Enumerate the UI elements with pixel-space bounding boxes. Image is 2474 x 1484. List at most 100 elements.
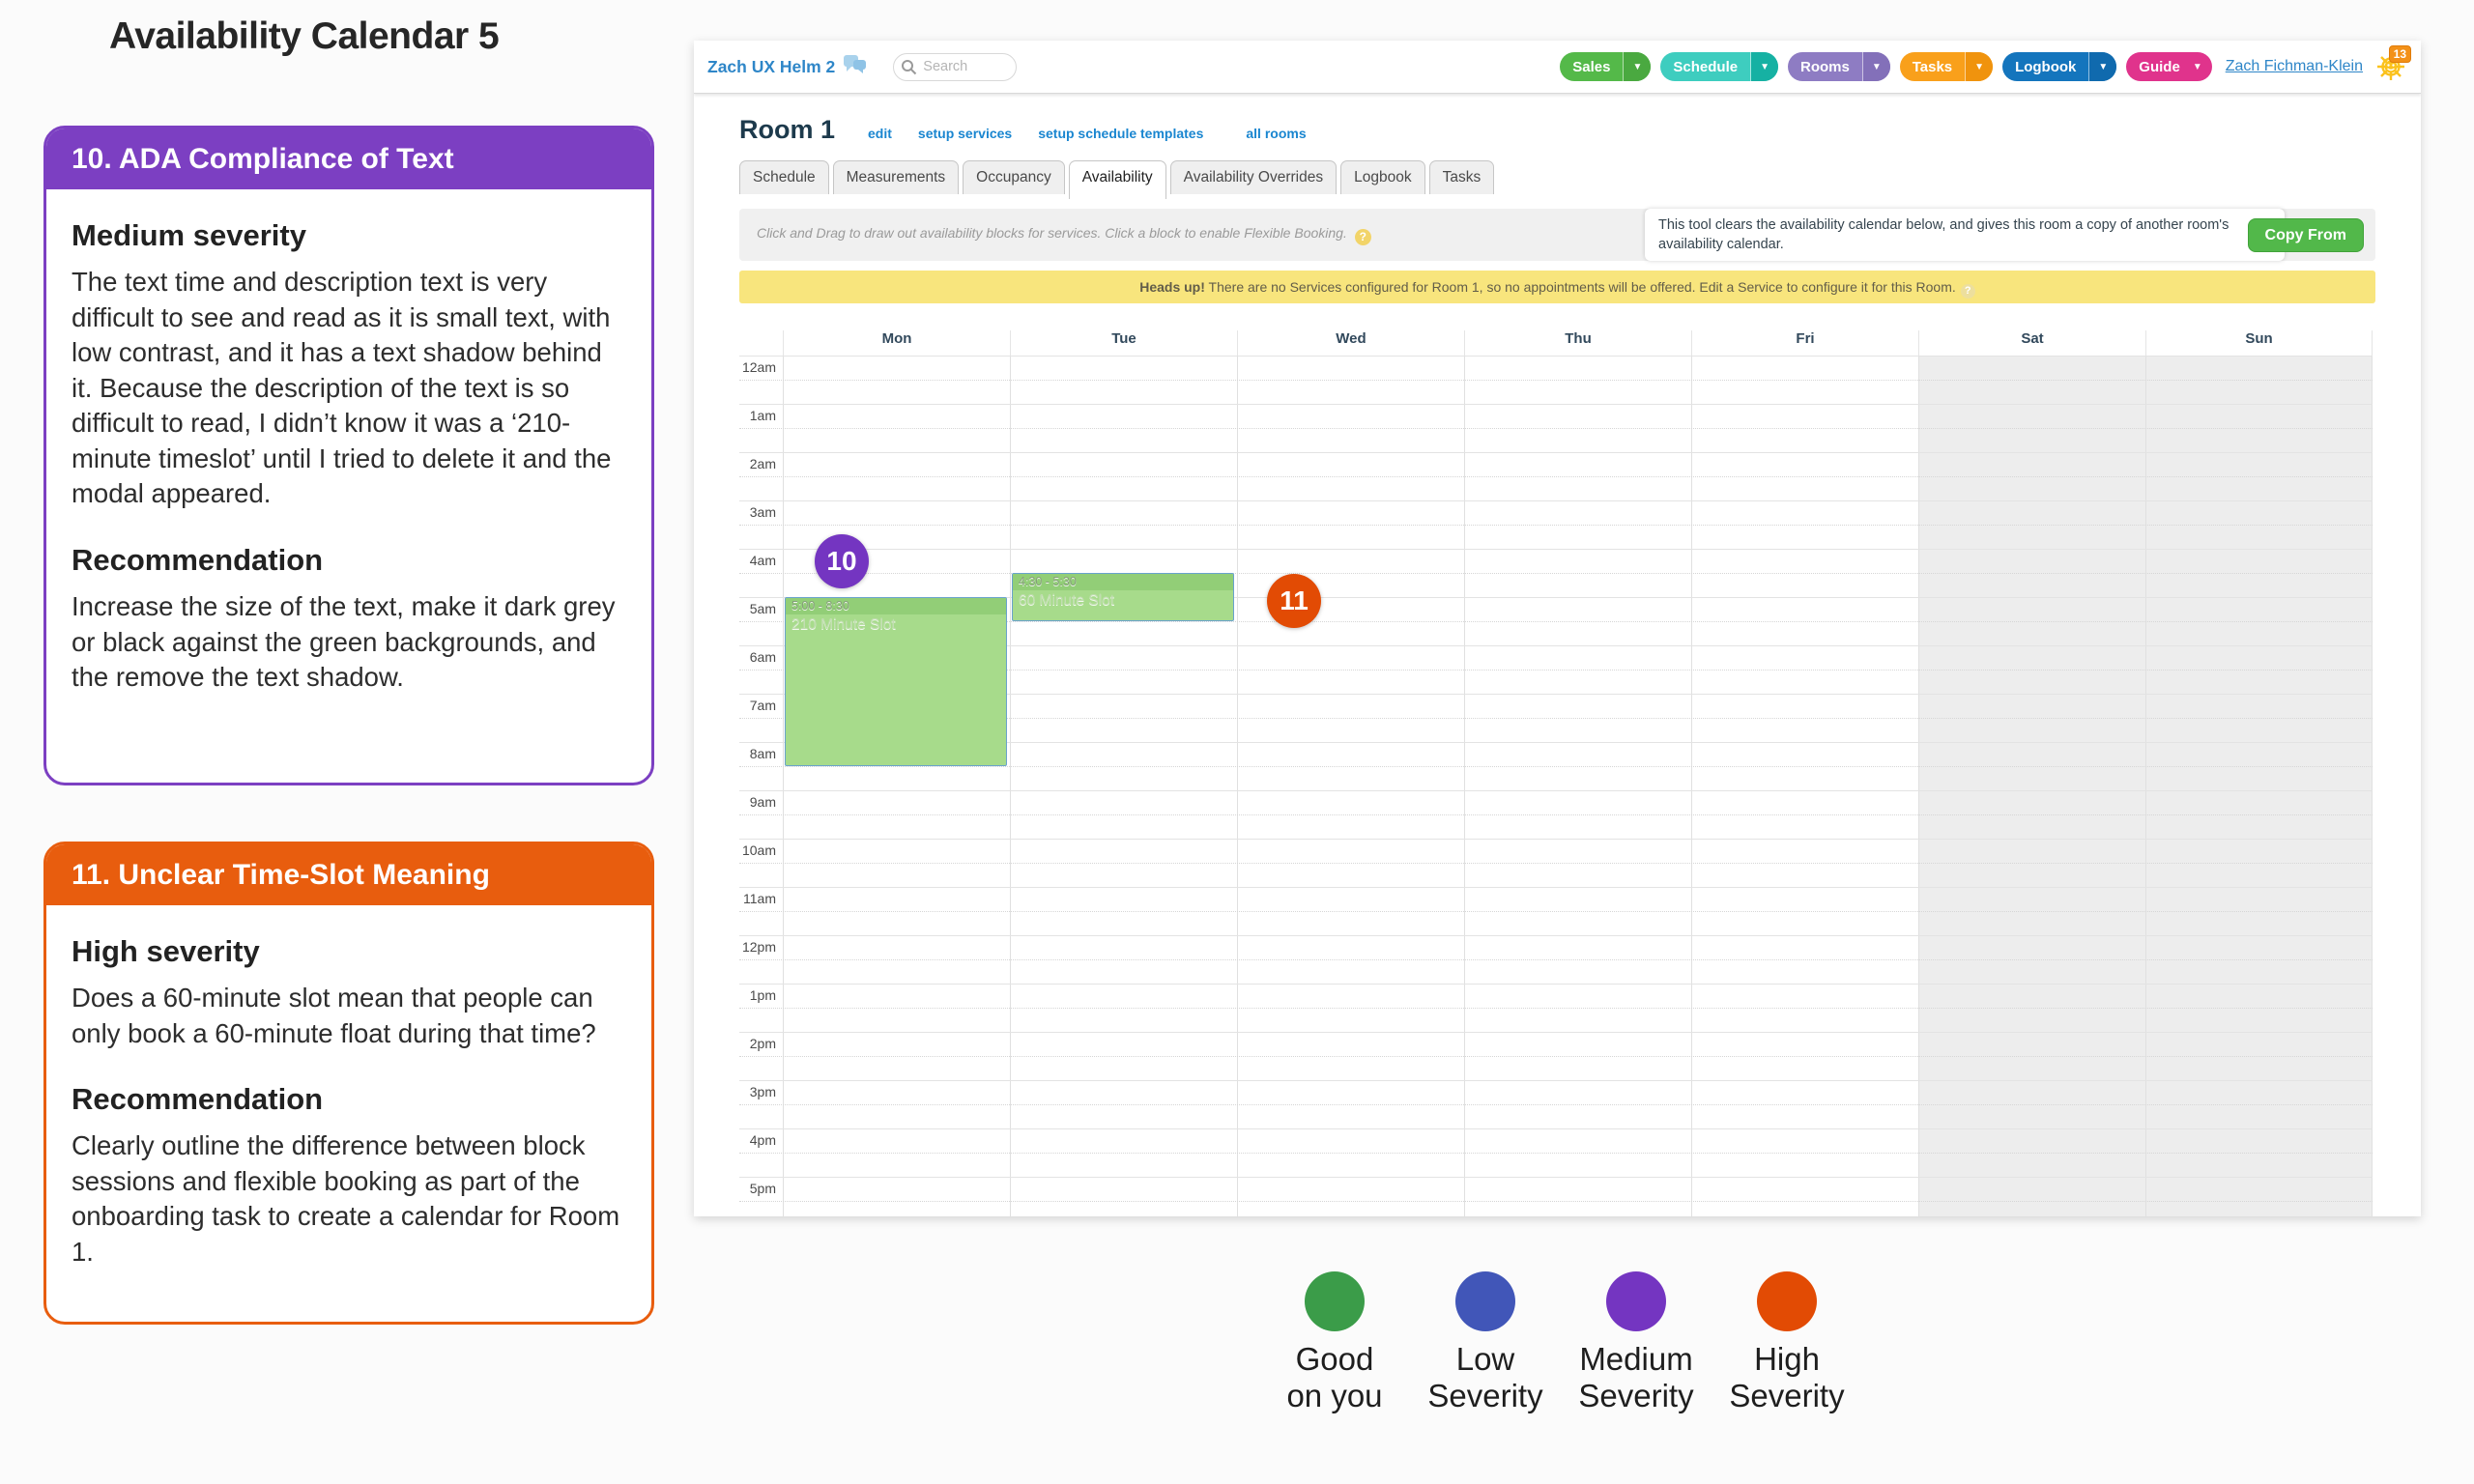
legend-dot — [1757, 1271, 1817, 1331]
time-label: 12pm — [741, 939, 776, 955]
hour-row — [739, 1032, 2373, 1080]
hour-row — [739, 694, 2373, 742]
hour-row — [739, 887, 2373, 935]
search-input[interactable] — [893, 52, 1018, 81]
day-column-sun[interactable] — [2145, 356, 2373, 1216]
room-tabs: Schedule Measurements Occupancy Availabilit… — [739, 160, 2375, 199]
availability-block-mon[interactable]: 5:00 - 8:30 210 Minute Slot — [785, 597, 1007, 766]
copy-from-tooltip: This tool clears the availability calend… — [1645, 209, 2292, 261]
warning-help-icon[interactable]: ? — [1960, 284, 1975, 299]
chat-bubbles-icon[interactable] — [843, 54, 868, 80]
hour-row — [739, 549, 2373, 597]
day-column-fri[interactable] — [1691, 356, 1918, 1216]
tab-measurements[interactable]: Measurements — [832, 160, 960, 194]
hour-row — [739, 1080, 2373, 1128]
time-label: 10am — [741, 842, 776, 858]
copy-from-button[interactable]: Copy From — [2247, 218, 2364, 252]
availability-block-title: 60 Minute Slot — [1019, 592, 1115, 609]
tab-tasks[interactable]: Tasks — [1428, 160, 1495, 194]
nav-button-schedule[interactable]: Schedule ▼ — [1660, 52, 1778, 81]
notification-badge: 13 — [2388, 45, 2411, 63]
legend-dot — [1606, 1271, 1666, 1331]
availability-block-time: 4:30 - 5:30 — [1013, 574, 1233, 590]
time-label: 11am — [743, 891, 776, 906]
day-column-sat[interactable] — [1918, 356, 2145, 1216]
nav-button-tasks[interactable]: Tasks ▼ — [1899, 52, 1994, 81]
legend-label: High Severity — [1729, 1341, 1845, 1413]
help-icon[interactable]: ? — [1354, 228, 1371, 245]
nav-button-guide[interactable]: Guide ▼ — [2126, 52, 2212, 81]
time-label: 4am — [749, 553, 776, 568]
calendar-day-header: Mon Tue Wed Thu Fri Sat Sun — [739, 330, 2375, 356]
time-label: 5pm — [749, 1181, 776, 1196]
chevron-down-icon: ▼ — [1751, 52, 1778, 81]
legend-item-high: High Severity — [1726, 1271, 1848, 1413]
tab-availability-overrides[interactable]: Availability Overrides — [1169, 160, 1338, 194]
search-icon — [902, 59, 917, 74]
app-topbar: Zach UX Helm 2 Sales▼ Schedule▼ Rooms▼ Task… — [694, 41, 2421, 94]
day-header-fri: Fri — [1691, 330, 1918, 356]
user-name-link[interactable]: Zach Fichman-Klein — [2225, 58, 2363, 74]
day-column-mon[interactable] — [783, 356, 1010, 1216]
chevron-down-icon: ▼ — [2089, 52, 2117, 81]
page-title: Availability Calendar 5 — [109, 15, 500, 57]
room-link-setup-services[interactable]: setup services — [917, 126, 1013, 141]
room-link-all-rooms[interactable]: all rooms — [1246, 126, 1307, 141]
legend-label: Low Severity — [1427, 1341, 1543, 1413]
app-window: Zach UX Helm 2 Sales▼Schedule▼Rooms▼Task… — [694, 41, 2421, 1216]
availability-calendar-grid[interactable]: 12am 1am 2am 3am 4am 5am 6am 7am 8am 9am 10am 11am 1… — [739, 356, 2373, 1216]
helm-logo-icon[interactable]: 13 — [2374, 45, 2411, 83]
time-label: 3pm — [749, 1084, 776, 1099]
legend-dot — [1305, 1271, 1365, 1331]
chevron-down-icon: ▼ — [1624, 52, 1652, 81]
tab-schedule[interactable]: Schedule — [739, 160, 829, 194]
day-header-sun: Sun — [2145, 330, 2373, 356]
time-label: 7am — [749, 698, 776, 713]
hour-row — [739, 790, 2373, 839]
time-label: 1pm — [749, 987, 776, 1003]
nav-button-logbook[interactable]: Logbook ▼ — [2002, 52, 2117, 81]
time-label: 5am — [749, 601, 776, 616]
legend-dot — [1455, 1271, 1515, 1331]
hour-row — [739, 742, 2373, 790]
chevron-down-icon: ▼ — [1862, 52, 1890, 81]
nav-button-sales[interactable]: Sales ▼ — [1560, 52, 1652, 81]
severity-legend: Good on you Low Severity Medium Severity High S… — [1274, 1271, 1877, 1413]
drag-hint-text: Click and Drag to draw out availability … — [739, 225, 1371, 245]
availability-toolbar: Click and Drag to draw out availability … — [739, 209, 2375, 261]
room-link-edit[interactable]: edit — [868, 126, 892, 141]
tab-availability[interactable]: Availability — [1068, 160, 1166, 199]
warning-text: There are no Services configured for Roo… — [1204, 279, 1956, 295]
legend-label: Medium Severity — [1578, 1341, 1694, 1413]
time-label: 3am — [749, 504, 776, 520]
annotation-badge-10: 10 — [815, 534, 869, 588]
chevron-down-icon: ▼ — [2192, 61, 2202, 72]
tab-logbook[interactable]: Logbook — [1340, 160, 1425, 194]
hour-row — [739, 1128, 2373, 1177]
topbar-nav: Sales ▼ Schedule ▼ Rooms ▼ Tasks ▼ Logbook ▼ Guide… — [1550, 52, 2212, 81]
severity-text: Does a 60-minute slot mean that people c… — [72, 983, 596, 1048]
annotation-card-title: 10. ADA Compliance of Text — [46, 128, 651, 189]
severity-heading: High severity — [72, 934, 260, 968]
time-label: 1am — [749, 408, 776, 423]
hour-row — [739, 984, 2373, 1032]
annotation-card-11: 11. Unclear Time-Slot Meaning High sever… — [43, 842, 654, 1325]
no-services-warning: Heads up! There are no Services configur… — [739, 271, 2375, 303]
nav-button-rooms[interactable]: Rooms ▼ — [1787, 52, 1890, 81]
annotation-card-10: 10. ADA Compliance of Text Medium severi… — [43, 126, 654, 785]
time-label: 4pm — [749, 1132, 776, 1148]
annotation-badge-11: 11 — [1267, 574, 1321, 628]
annotation-card-title: 11. Unclear Time-Slot Meaning — [46, 844, 651, 905]
day-column-wed[interactable] — [1237, 356, 1464, 1216]
hour-row — [739, 645, 2373, 694]
availability-block-title: 210 Minute Slot — [791, 616, 896, 633]
brand-link[interactable]: Zach UX Helm 2 — [707, 56, 836, 76]
time-label: 2am — [749, 456, 776, 471]
day-column-tue[interactable] — [1010, 356, 1237, 1216]
hour-row — [739, 839, 2373, 887]
availability-block-tue[interactable]: 4:30 - 5:30 60 Minute Slot — [1012, 573, 1234, 621]
day-column-thu[interactable] — [1464, 356, 1691, 1216]
room-link-setup-schedule-templates[interactable]: setup schedule templates — [1038, 126, 1204, 141]
tab-occupancy[interactable]: Occupancy — [963, 160, 1065, 194]
day-header-mon: Mon — [783, 330, 1010, 356]
